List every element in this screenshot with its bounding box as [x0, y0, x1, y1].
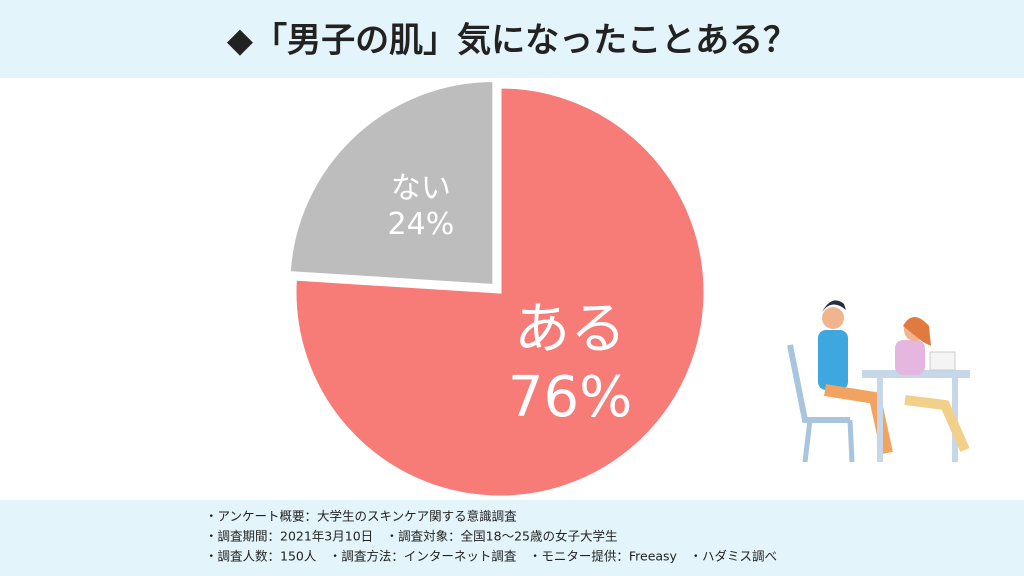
- footnote: ・調査期間：2021年3月10日 ・調査対象：全国18〜25歳の女子大学生: [205, 529, 617, 544]
- illustration: [787, 300, 970, 463]
- slice-value-label: 24%: [388, 207, 455, 242]
- footnote: ・調査人数：150人 ・調査方法：インターネット調査 ・モニター提供：Freea…: [205, 549, 777, 564]
- footer-band: [0, 500, 1024, 576]
- slice-value-label: 76%: [508, 365, 632, 430]
- slice-category-label: ない: [391, 171, 451, 206]
- chart-title: ◆「男子の肌」気になったことある？: [227, 21, 797, 61]
- header-band: [0, 0, 1024, 78]
- pie-slice: [293, 85, 707, 499]
- footnote: ・アンケート概要：大学生のスキンケア関する意識調査: [205, 509, 517, 524]
- pie-slice: [287, 78, 496, 288]
- slice-category-label: ある: [514, 297, 626, 362]
